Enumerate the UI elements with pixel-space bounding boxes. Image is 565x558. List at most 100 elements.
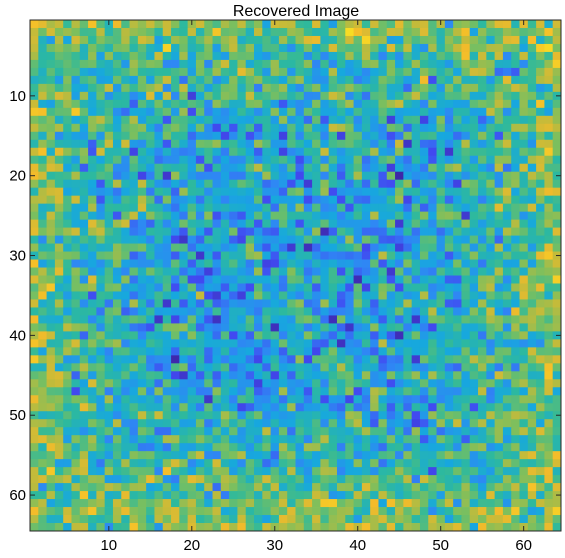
heatmap-cell [187, 91, 197, 101]
heatmap-cell [104, 27, 114, 37]
heatmap-cell [79, 291, 89, 300]
heatmap-cell [54, 51, 64, 61]
heatmap-cell [469, 363, 479, 372]
heatmap-cell [63, 235, 72, 244]
heatmap-cell [320, 91, 330, 101]
heatmap-cell [38, 171, 47, 181]
heatmap-cell [320, 315, 330, 324]
heatmap-cell [270, 51, 280, 61]
x-axis: 10 20 30 40 50 60 [100, 20, 532, 554]
heatmap-cell [361, 379, 371, 388]
heatmap-cell [428, 195, 437, 205]
heatmap-cell [179, 515, 189, 524]
heatmap-cell [295, 75, 305, 85]
heatmap-cell [502, 179, 512, 189]
heatmap-cell [30, 187, 39, 197]
heatmap-cell [287, 67, 296, 77]
heatmap-cell [336, 443, 346, 452]
heatmap-cell [121, 355, 130, 364]
heatmap-cell [71, 307, 81, 316]
heatmap-cell [54, 267, 64, 276]
heatmap-cell [154, 435, 164, 444]
heatmap-cell [104, 235, 114, 244]
heatmap-cell [204, 75, 213, 85]
heatmap-cell [320, 147, 330, 157]
heatmap-cell [179, 179, 189, 189]
heatmap-cell [204, 43, 213, 53]
heatmap-cell [112, 499, 122, 508]
heatmap-cell [336, 283, 346, 292]
heatmap-cell [162, 259, 172, 268]
heatmap-cell [336, 307, 346, 316]
heatmap-cell [370, 147, 379, 157]
heatmap-cell [71, 107, 81, 117]
heatmap-cell [38, 371, 47, 380]
heatmap-cell [129, 43, 139, 53]
heatmap-cell [71, 315, 81, 324]
heatmap-cell [494, 315, 504, 324]
heatmap-cell [204, 363, 213, 372]
heatmap-cell [328, 179, 338, 189]
heatmap-cell [270, 315, 280, 324]
heatmap-cell [137, 187, 147, 197]
heatmap-cell [54, 115, 64, 125]
heatmap-cell [237, 35, 247, 45]
heatmap-cell [287, 299, 296, 308]
heatmap-cell [71, 20, 81, 29]
heatmap-cell [353, 435, 363, 444]
heatmap-cell [245, 339, 255, 348]
heatmap-cell [30, 443, 39, 452]
heatmap-cell [129, 411, 139, 420]
heatmap-cell [478, 227, 487, 236]
heatmap-cell [254, 179, 263, 189]
heatmap-cell [328, 91, 338, 101]
heatmap-cell [361, 20, 371, 29]
heatmap-cell [312, 283, 321, 292]
heatmap-cell [303, 307, 313, 316]
heatmap-cell [237, 227, 247, 236]
heatmap-cell [453, 435, 462, 444]
heatmap-cell [461, 315, 471, 324]
heatmap-cell [104, 195, 114, 205]
heatmap-cell [220, 347, 230, 356]
heatmap-cell [270, 187, 280, 197]
heatmap-cell [179, 459, 189, 468]
heatmap-cell [303, 291, 313, 300]
heatmap-cell [411, 259, 421, 268]
heatmap-cell [237, 163, 247, 173]
heatmap-cell [63, 499, 72, 508]
heatmap-cell [195, 499, 205, 508]
heatmap-cell [270, 371, 280, 380]
heatmap-cell [154, 171, 164, 181]
heatmap-cell [395, 387, 404, 396]
heatmap-cell [96, 243, 106, 252]
heatmap-cell [278, 51, 288, 61]
heatmap-cell [536, 259, 545, 268]
heatmap-cell [220, 283, 230, 292]
heatmap-cell [204, 251, 213, 260]
heatmap-cell [38, 59, 47, 69]
heatmap-cell [287, 507, 296, 516]
heatmap-cell [386, 499, 396, 508]
heatmap-cell [30, 299, 39, 308]
heatmap-cell [245, 395, 255, 404]
heatmap-cell [129, 75, 139, 85]
heatmap-cell [96, 283, 106, 292]
heatmap-cell [71, 123, 81, 133]
heatmap-cell [129, 59, 139, 69]
heatmap-cell [63, 331, 72, 340]
heatmap-cell [88, 275, 97, 284]
heatmap-cell [494, 75, 504, 85]
heatmap-cell [137, 347, 147, 356]
y-tick-label: 60 [9, 487, 26, 504]
heatmap-cell [436, 331, 446, 340]
heatmap-cell [361, 115, 371, 125]
heatmap-cell [204, 163, 213, 173]
heatmap-cell [187, 299, 197, 308]
heatmap-cell [469, 147, 479, 157]
heatmap-cell [79, 219, 89, 228]
heatmap-cell [154, 491, 164, 500]
heatmap-cell [370, 403, 379, 412]
heatmap-cell [527, 355, 537, 364]
heatmap-cell [444, 123, 454, 133]
